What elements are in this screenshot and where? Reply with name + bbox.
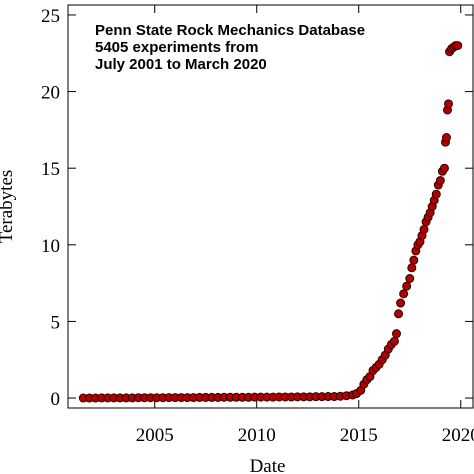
x-axis-label: Date [250,456,286,474]
point [389,336,399,346]
y-tick-label: 15 [41,159,60,180]
x-tick-label: 2010 [238,425,276,446]
point [405,274,415,284]
point [402,281,412,291]
x-tick-label: 2005 [136,425,174,446]
chart-title: 5405 experiments from [95,39,258,56]
point [453,41,463,51]
point [431,189,441,199]
y-tick-label: 25 [41,6,60,27]
y-tick-label: 10 [41,236,60,257]
point [441,133,451,143]
point [407,263,417,273]
point [435,175,445,185]
point [439,163,449,173]
point [399,289,409,299]
y-tick-label: 0 [51,389,61,410]
y-tick-label: 5 [51,312,61,333]
point [394,309,404,319]
point [444,99,454,109]
y-axis-label: Terabytes [0,170,17,244]
y-tick-label: 20 [41,83,60,104]
point [396,298,406,308]
point [391,329,401,339]
chart-title: Penn State Rock Mechanics Database [95,22,365,39]
point [409,255,419,265]
x-tick-label: 2020 [442,425,474,446]
plot-frame [67,4,474,409]
chart-title: July 2001 to March 2020 [95,56,267,73]
point [419,224,429,234]
x-tick-label: 2015 [340,425,378,446]
